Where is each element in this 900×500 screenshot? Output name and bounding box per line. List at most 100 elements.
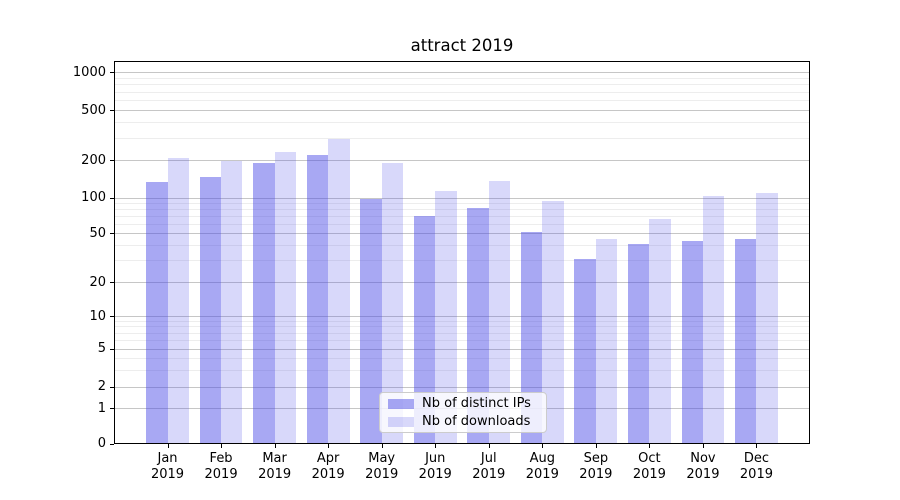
bar-downloads (649, 218, 671, 443)
minor-gridline (115, 339, 809, 341)
y-tick-label: 20 (89, 274, 106, 290)
x-tick-mark (702, 444, 704, 448)
y-tick-mark (110, 408, 114, 409)
x-tick-label: Dec 2019 (739, 451, 773, 482)
bar-downloads (167, 158, 189, 443)
minor-gridline (115, 332, 809, 334)
y-tick-mark (110, 197, 114, 199)
minor-gridline (115, 100, 809, 101)
minor-gridline (115, 84, 809, 86)
chart-title: attract 2019 (410, 36, 514, 55)
x-tick-label: Jun 2019 (418, 451, 452, 482)
x-tick-mark (488, 444, 490, 448)
major-gridline (115, 233, 809, 235)
minor-gridline (115, 320, 809, 322)
minor-gridline (115, 209, 809, 211)
bar-distinct-ips (627, 243, 650, 443)
bar-downloads (595, 238, 618, 443)
minor-gridline (115, 260, 809, 262)
y-tick-label: 500 (81, 102, 106, 118)
major-gridline (115, 348, 809, 350)
plot-area: Nb of distinct IPs Nb of downloads (114, 61, 810, 444)
minor-gridline (115, 122, 809, 124)
bar-downloads (756, 193, 778, 443)
minor-gridline (115, 137, 809, 139)
bar-distinct-ips (306, 154, 329, 443)
minor-gridline (115, 357, 809, 359)
x-tick-label: Jul 2019 (472, 451, 506, 482)
bar-downloads (702, 195, 725, 443)
bar-distinct-ips (199, 176, 222, 443)
legend-swatch-distinct-ips-icon (388, 398, 414, 409)
x-tick-label: May 2019 (365, 451, 399, 482)
x-tick-mark (595, 444, 597, 448)
legend-label-distinct-ips: Nb of distinct IPs (422, 396, 531, 411)
x-tick-mark (542, 444, 544, 448)
y-tick-label: 1 (97, 400, 106, 416)
y-tick-mark (110, 443, 114, 445)
bar-distinct-ips (681, 241, 703, 443)
major-gridline (115, 72, 809, 73)
minor-gridline (115, 202, 809, 204)
bar-distinct-ips (413, 215, 436, 443)
x-tick-label: Jan 2019 (150, 451, 185, 482)
y-tick-label: 100 (81, 190, 106, 205)
x-tick-mark (381, 444, 383, 448)
y-tick-label: 1000 (72, 64, 106, 80)
y-tick-mark (110, 110, 114, 111)
minor-gridline (115, 245, 809, 247)
bar-distinct-ips (467, 208, 489, 443)
bar-distinct-ips (574, 258, 596, 443)
legend-row-downloads: Nb of downloads (388, 414, 538, 429)
y-tick-mark (110, 233, 114, 235)
minor-gridline (115, 91, 809, 93)
major-gridline (115, 197, 809, 199)
y-tick-mark (110, 72, 114, 73)
bar-downloads (542, 200, 564, 443)
minor-gridline (115, 326, 809, 328)
x-tick-mark (167, 444, 169, 448)
bar-distinct-ips (146, 182, 168, 443)
y-tick-mark (110, 386, 114, 388)
minor-gridline (115, 369, 809, 371)
bar-distinct-ips (253, 162, 275, 443)
minor-gridline (115, 223, 809, 225)
y-tick-mark (110, 282, 114, 283)
x-tick-label: Nov 2019 (686, 451, 720, 482)
y-tick-label: 0 (97, 436, 106, 451)
bar-distinct-ips (360, 199, 382, 443)
bar-downloads (435, 191, 457, 443)
y-tick-mark (110, 316, 114, 317)
minor-gridline (115, 215, 809, 217)
bar-downloads (488, 180, 511, 443)
major-gridline (115, 282, 809, 283)
x-tick-mark (756, 444, 758, 448)
minor-gridline (115, 77, 809, 79)
x-tick-mark (435, 444, 437, 448)
x-tick-label: Oct 2019 (632, 451, 666, 482)
y-tick-label: 2 (97, 379, 106, 394)
legend-swatch-downloads-icon (388, 416, 414, 427)
legend-row-distinct-ips: Nb of distinct IPs (388, 396, 538, 411)
x-tick-mark (649, 444, 651, 448)
x-tick-mark (221, 444, 223, 448)
legend-label-downloads: Nb of downloads (422, 414, 531, 429)
major-gridline (115, 110, 809, 111)
x-tick-mark (328, 444, 330, 448)
x-tick-label: Aug 2019 (525, 451, 559, 482)
x-tick-label: Sep 2019 (579, 451, 613, 482)
major-gridline (115, 160, 809, 161)
major-gridline (115, 316, 809, 317)
y-tick-label: 200 (81, 152, 106, 168)
y-tick-mark (110, 160, 114, 161)
y-tick-label: 50 (89, 225, 106, 241)
x-tick-label: Apr 2019 (311, 451, 345, 482)
x-tick-label: Feb 2019 (204, 451, 238, 482)
bar-downloads (328, 139, 350, 443)
x-tick-mark (274, 444, 276, 448)
bar-downloads (274, 151, 296, 443)
bar-distinct-ips (735, 238, 757, 443)
y-tick-label: 10 (89, 308, 106, 324)
y-tick-label: 5 (97, 341, 106, 356)
